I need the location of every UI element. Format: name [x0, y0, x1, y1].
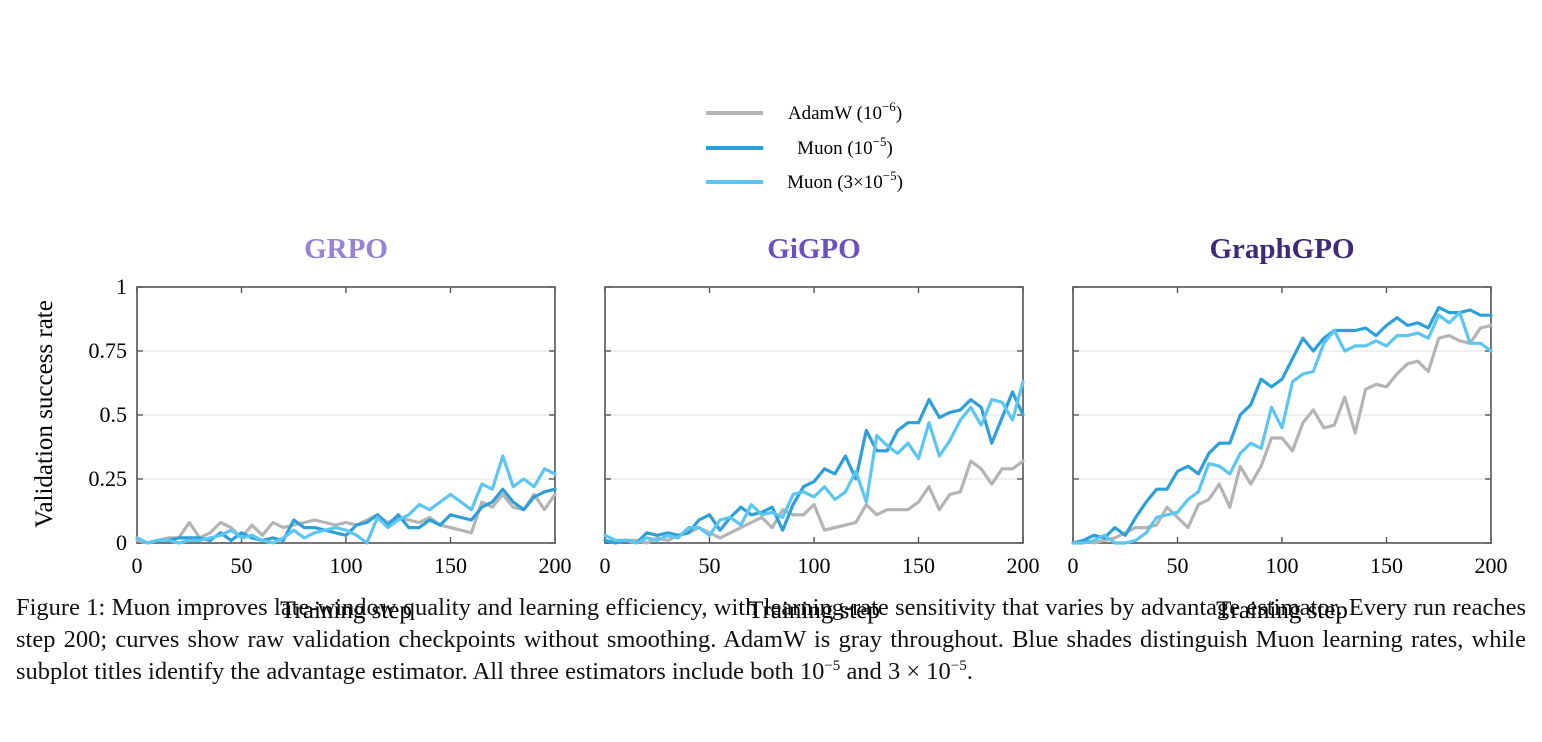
- x-axis-label: Training step: [748, 597, 880, 624]
- chart-panel-graphgpo: GraphGPO 0 50 100 150 200 Training step: [1068, 233, 1508, 624]
- y-tick-label: 0.25: [89, 466, 128, 491]
- chart-panels: GRPO 0 0.25 0.5 0.75 1 0 50 100 150 200 Training st…: [89, 233, 1508, 624]
- series-line: [603, 390, 1025, 545]
- caption-math-1: 10−5: [799, 657, 841, 685]
- x-tick-label: 150: [1370, 553, 1403, 578]
- series-line: [135, 454, 557, 545]
- series-line: [603, 380, 1025, 545]
- series-line: [603, 459, 1025, 545]
- legend-entry: Muon (10−5): [706, 134, 893, 159]
- chart-panel-grpo: GRPO 0 0.25 0.5 0.75 1 0 50 100 150 200 Training st…: [89, 233, 572, 624]
- x-tick-label: 150: [902, 553, 935, 578]
- series-line: [1071, 323, 1493, 545]
- x-tick-label: 0: [1068, 553, 1079, 578]
- legend: AdamW (10−6) Muon (10−5) Muon (3×10−5): [706, 99, 903, 193]
- panel-title: GRPO: [304, 233, 388, 265]
- x-tick-label: 50: [1167, 553, 1189, 578]
- caption-text: Figure 1: Muon improves late-window qual…: [16, 594, 1526, 685]
- x-tick-label: 50: [699, 553, 721, 578]
- x-tick-label: 0: [600, 553, 611, 578]
- legend-label: AdamW (10−6): [788, 99, 902, 124]
- y-tick-label: 0: [116, 530, 127, 555]
- legend-entry: AdamW (10−6): [706, 99, 902, 124]
- legend-label: Muon (3×10−5): [787, 168, 903, 193]
- x-tick-label: 200: [539, 553, 572, 578]
- caption-math-2: 3 × 10−5: [887, 657, 967, 685]
- x-tick-label: 100: [330, 553, 363, 578]
- panel-title: GiGPO: [767, 233, 860, 265]
- y-tick-label: 0.5: [100, 402, 128, 427]
- x-tick-label: 50: [231, 553, 253, 578]
- x-tick-label: 200: [1007, 553, 1040, 578]
- x-axis-label: Training step: [280, 597, 412, 624]
- x-tick-label: 0: [132, 553, 143, 578]
- x-tick-label: 100: [1266, 553, 1299, 578]
- x-axis-label: Training step: [1216, 597, 1348, 624]
- series-line: [1071, 311, 1493, 545]
- chart-panel-gigpo: GiGPO 0 50 100 150 200 Training step: [600, 233, 1040, 624]
- x-tick-label: 100: [798, 553, 831, 578]
- legend-label: Muon (10−5): [797, 134, 893, 159]
- series-line: [1071, 305, 1493, 545]
- series-line: [135, 487, 557, 545]
- y-axis-label: Validation success rate: [31, 300, 58, 528]
- x-tick-label: 200: [1475, 553, 1508, 578]
- figure-caption: Figure 1: Muon improves late-window qual…: [16, 594, 1526, 685]
- legend-entry: Muon (3×10−5): [706, 168, 903, 193]
- y-tick-label: 1: [116, 274, 127, 299]
- x-tick-label: 150: [434, 553, 467, 578]
- panel-title: GraphGPO: [1209, 233, 1354, 265]
- y-tick-label: 0.75: [89, 338, 128, 363]
